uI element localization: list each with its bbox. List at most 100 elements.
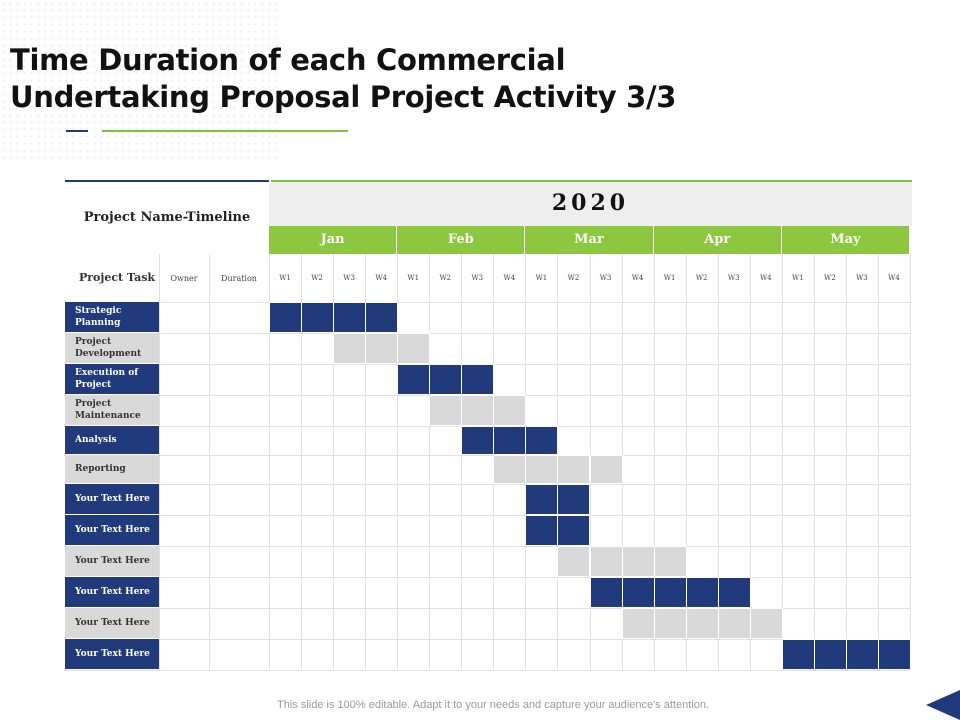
gantt-bar-cell [493, 395, 527, 426]
grid-line [301, 254, 302, 670]
gantt-bar-cell [461, 364, 495, 395]
month-header-may: May [781, 226, 910, 254]
gantt-bar-cell [653, 608, 687, 639]
gantt-bar-cell [525, 484, 559, 515]
task-label: Your Text Here [65, 546, 159, 576]
week-header: W2 [439, 274, 452, 282]
grid-line [65, 302, 910, 303]
grid-line [718, 254, 719, 670]
grid-line [65, 577, 910, 578]
week-header: W2 [567, 274, 580, 282]
week-header: W2 [695, 274, 708, 282]
corner-triangle-icon [926, 690, 960, 720]
task-label: Analysis [65, 426, 159, 454]
gantt-bar-cell [333, 333, 367, 364]
task-label: Reporting [65, 455, 159, 483]
week-header: W1 [279, 274, 291, 282]
grid-line [65, 546, 910, 547]
week-header: W1 [407, 274, 420, 282]
gantt-bar-cell [685, 608, 719, 639]
week-header: W4 [375, 274, 387, 282]
gantt-bar-cell [621, 577, 655, 608]
grid-line [397, 254, 398, 670]
grid-line [65, 484, 910, 485]
gantt-bar-cell [589, 577, 623, 608]
gantt-bar-cell [461, 395, 495, 426]
grid-line [65, 608, 910, 609]
title-underline-green [102, 130, 348, 132]
grid-line [782, 254, 783, 670]
task-label: Your Text Here [65, 484, 159, 514]
month-header-apr: Apr [653, 226, 782, 254]
gantt-bar-cell [717, 577, 751, 608]
task-label: Your Text Here [65, 577, 159, 607]
title-line-1: Time Duration of each Commercial [10, 43, 566, 77]
gantt-bar-cell [429, 395, 463, 426]
gantt-bar-cell [589, 455, 623, 484]
column-header-project-task: Project Task [78, 271, 156, 284]
header-rule-blue [65, 180, 269, 182]
month-header-mar: Mar [525, 226, 654, 254]
grid-line [159, 254, 160, 670]
grid-line [65, 515, 910, 516]
grid-line [365, 254, 366, 670]
grid-line [686, 254, 687, 670]
month-header-feb: Feb [397, 226, 526, 254]
gantt-bar-cell [557, 484, 591, 515]
title-underline-blue [66, 130, 88, 132]
grid-line [65, 639, 910, 640]
gantt-bar-cell [525, 455, 559, 484]
week-header: W2 [824, 274, 836, 282]
gantt-bar-cell [653, 546, 687, 577]
week-header: W3 [727, 274, 740, 282]
header-rule-green [271, 180, 912, 182]
gantt-bar-cell [653, 577, 687, 608]
gantt-bar-cell [493, 455, 527, 484]
grid-line [750, 254, 751, 670]
task-label: Your Text Here [65, 639, 159, 669]
task-label: Project Development [65, 333, 159, 363]
grid-line [209, 254, 210, 670]
task-label: Execution of Project [65, 364, 159, 394]
gantt-bar-cell [397, 364, 431, 395]
grid-line [461, 254, 462, 670]
week-header: W1 [791, 274, 804, 282]
grid-line [846, 254, 847, 670]
gantt-bar-cell [589, 546, 623, 577]
grid-line [65, 455, 910, 456]
task-label: Your Text Here [65, 515, 159, 545]
page-title: Time Duration of each Commercial Underta… [10, 42, 810, 116]
project-name-timeline-label: Project Name-Timeline [83, 210, 251, 225]
gantt-bar-cell [717, 608, 751, 639]
gantt-bar-cell [333, 302, 367, 333]
year-header-band [269, 182, 912, 226]
gantt-chart: 2020 Project Name-Timeline Jan Feb Mar Apr M… [65, 180, 912, 674]
month-header-jan: Jan [269, 226, 398, 254]
gantt-bar-cell [525, 515, 559, 546]
grid-line [654, 254, 655, 670]
year-label: 2020 [551, 190, 630, 216]
task-label: Strategic Planning [65, 302, 159, 332]
column-header-owner: Owner [170, 273, 198, 283]
gantt-bar-cell [397, 333, 431, 364]
dot-pattern-decoration [0, 0, 280, 160]
gantt-bar-cell [621, 608, 655, 639]
gantt-bar-cell [365, 333, 399, 364]
column-header-duration: Duration [221, 273, 257, 283]
gantt-bar-cell [813, 639, 847, 670]
grid-line [269, 254, 270, 670]
gantt-bar-cell [621, 546, 655, 577]
gantt-bar-cell [557, 546, 591, 577]
grid-line [65, 670, 910, 671]
gantt-bar-cell [845, 639, 879, 670]
gantt-bar-cell [557, 455, 591, 484]
week-header: W4 [759, 274, 772, 282]
week-header: W3 [856, 274, 868, 282]
grid-line [65, 333, 910, 334]
gantt-bar-cell [301, 302, 335, 333]
gantt-bar-cell [685, 577, 719, 608]
gantt-bar-cell [461, 426, 495, 455]
footer-note: This slide is 100% editable. Adapt it to… [277, 699, 709, 711]
gantt-bar-cell [781, 639, 815, 670]
gantt-bar-cell [429, 364, 463, 395]
